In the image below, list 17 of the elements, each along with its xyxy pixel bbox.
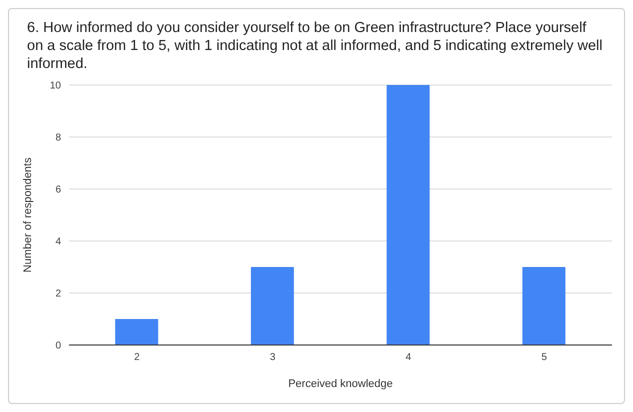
y-tick-label: 10	[50, 80, 62, 92]
y-tick-label: 6	[55, 184, 62, 196]
x-tick-label: 4	[406, 352, 412, 364]
y-tick-label: 8	[55, 132, 62, 144]
bar	[386, 85, 430, 345]
y-tick-label: 0	[55, 340, 62, 352]
y-axis-title: Number of respondents	[22, 157, 34, 272]
y-tick-label: 4	[55, 236, 62, 248]
x-tick-label: 3	[270, 352, 276, 364]
chart-title: 6. How informed do you consider yourself to be on Green infrastructure? Place yourself on a scale from 1 to 5, with 1 indicating not at all informed, and 5 indicating extremely well informed.	[26, 19, 604, 73]
bar	[250, 267, 294, 345]
bar	[522, 267, 566, 345]
x-tick-label: 2	[134, 352, 140, 364]
bar	[115, 319, 158, 345]
x-tick-label: 5	[541, 352, 548, 364]
y-tick-label: 2	[55, 288, 62, 300]
x-axis-title: Perceived knowledge	[288, 378, 393, 390]
